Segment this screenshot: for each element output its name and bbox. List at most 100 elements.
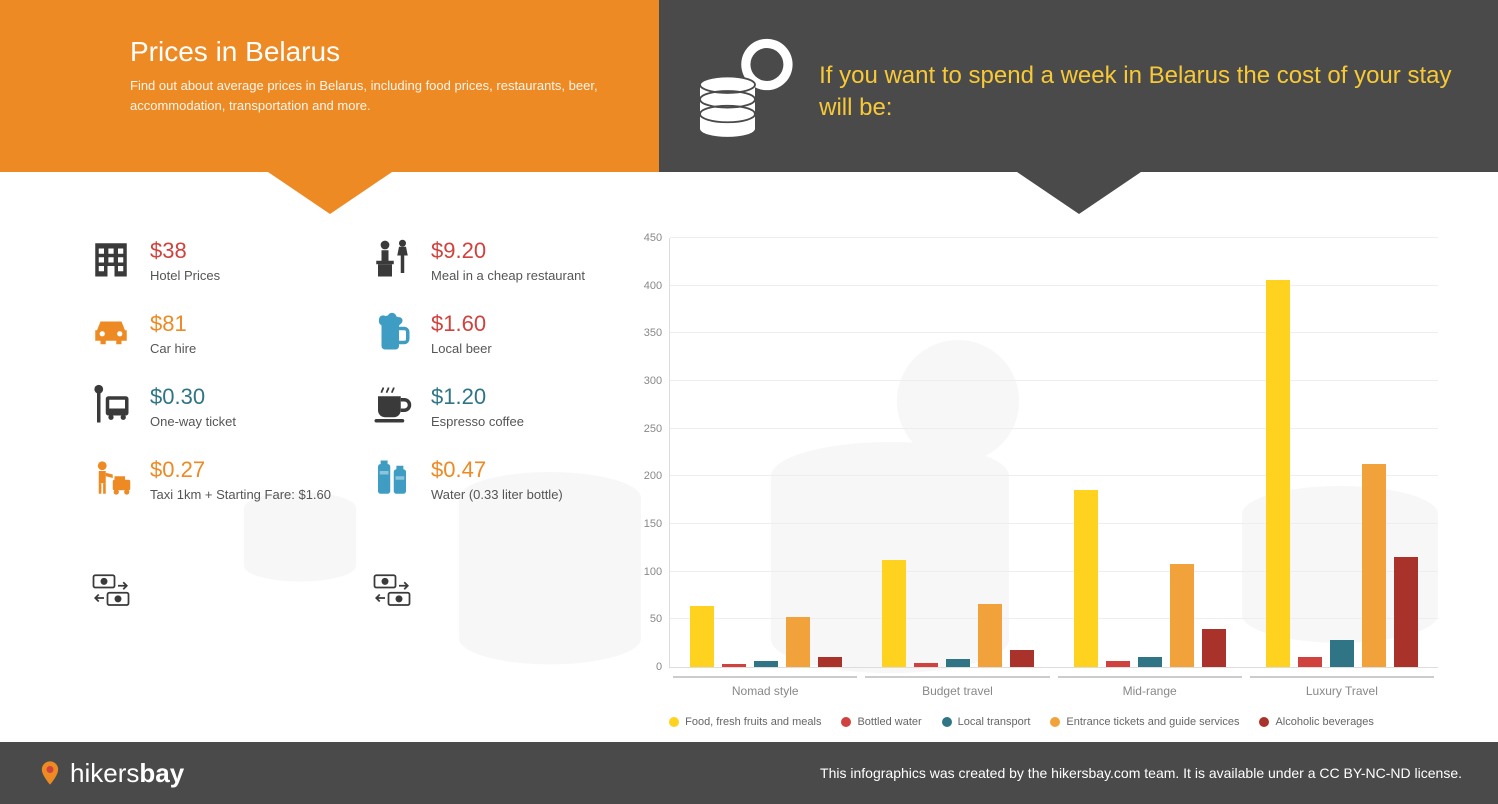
chart-ytick: 400 bbox=[644, 280, 670, 292]
chart-bar bbox=[786, 617, 810, 667]
hotel-icon bbox=[90, 238, 132, 280]
chart-ytick: 450 bbox=[644, 232, 670, 244]
price-col-2: $9.20 Meal in a cheap restaurant $1.60Loc… bbox=[371, 238, 585, 728]
header-right: If you want to spend a week in Belarus t… bbox=[659, 0, 1498, 172]
chart-bar bbox=[690, 606, 714, 667]
footer: hikersbay This infographics was created … bbox=[0, 742, 1498, 804]
price-car: $81 Car hire bbox=[90, 311, 331, 356]
coffee-icon bbox=[371, 384, 413, 426]
chart-groups bbox=[670, 238, 1438, 667]
chart-bar bbox=[754, 661, 778, 667]
car-icon bbox=[90, 311, 132, 353]
legend-swatch bbox=[841, 717, 851, 727]
legend-item: Entrance tickets and guide services bbox=[1050, 716, 1239, 728]
chart-ytick: 250 bbox=[644, 423, 670, 435]
page-subtitle: Find out about average prices in Belarus… bbox=[130, 76, 615, 115]
restaurant-icon bbox=[371, 238, 413, 280]
legend-label: Food, fresh fruits and meals bbox=[685, 716, 821, 728]
chart-group bbox=[670, 238, 862, 667]
legend-item: Food, fresh fruits and meals bbox=[669, 716, 821, 728]
legend-label: Entrance tickets and guide services bbox=[1066, 716, 1239, 728]
chart-bar bbox=[914, 663, 938, 667]
legend-swatch bbox=[1050, 717, 1060, 727]
exchange-icon bbox=[90, 570, 132, 612]
legend-item: Bottled water bbox=[841, 716, 921, 728]
beer-icon bbox=[371, 311, 413, 353]
chart-bar bbox=[1106, 661, 1130, 667]
brand-text-2: bay bbox=[139, 758, 184, 788]
cost-chart: 050100150200250300350400450 Nomad style B… bbox=[669, 238, 1438, 728]
brand-logo: hikersbay bbox=[36, 758, 184, 789]
chart-bar bbox=[882, 560, 906, 667]
exchange-icon-group bbox=[371, 570, 585, 612]
price-label: Hotel Prices bbox=[150, 268, 220, 283]
legend-item: Alcoholic beverages bbox=[1259, 716, 1373, 728]
price-hotel: $38 Hotel Prices bbox=[90, 238, 331, 283]
price-water: $0.47 Water (0.33 liter bottle) bbox=[371, 457, 585, 502]
price-value: $0.47 bbox=[431, 457, 563, 483]
chart-bar bbox=[1010, 650, 1034, 667]
chart-ytick: 100 bbox=[644, 566, 670, 578]
price-beer: $1.60Local beer bbox=[371, 311, 585, 356]
chart-bar bbox=[1170, 564, 1194, 667]
chart-xlabel: Mid-range bbox=[1058, 676, 1242, 698]
brand-text-1: hikers bbox=[70, 758, 139, 788]
chart-bar bbox=[1330, 640, 1354, 667]
price-list: $38 Hotel Prices $81 Car hire $0.30 One-way… bbox=[0, 238, 659, 728]
chart-ytick: 0 bbox=[656, 661, 670, 673]
price-label: Meal in a cheap restaurant bbox=[431, 268, 585, 283]
header-left: Prices in Belarus Find out about average… bbox=[0, 0, 659, 172]
chart-ytick: 300 bbox=[644, 375, 670, 387]
pin-icon bbox=[36, 759, 64, 787]
legend-label: Alcoholic beverages bbox=[1275, 716, 1373, 728]
chart-bar bbox=[818, 657, 842, 668]
chart-bar bbox=[946, 659, 970, 667]
price-value: $81 bbox=[150, 311, 196, 337]
chart-ytick: 200 bbox=[644, 470, 670, 482]
price-meal: $9.20 Meal in a cheap restaurant bbox=[371, 238, 585, 283]
taxi-icon bbox=[90, 457, 132, 499]
legend-label: Bottled water bbox=[857, 716, 921, 728]
price-ticket: $0.30 One-way ticket bbox=[90, 384, 331, 429]
chart-xlabel: Budget travel bbox=[865, 676, 1049, 698]
legend-swatch bbox=[669, 717, 679, 727]
price-value: $9.20 bbox=[431, 238, 585, 264]
chart-bar bbox=[722, 664, 746, 667]
chart-panel: 050100150200250300350400450 Nomad style B… bbox=[659, 238, 1498, 728]
exchange-icon-group bbox=[90, 570, 331, 612]
chart-bar bbox=[1298, 657, 1322, 667]
chart-ytick: 350 bbox=[644, 327, 670, 339]
coins-icon bbox=[689, 37, 799, 147]
price-value: $38 bbox=[150, 238, 220, 264]
price-col-1: $38 Hotel Prices $81 Car hire $0.30 One-way… bbox=[90, 238, 331, 728]
chart-bar bbox=[1394, 557, 1418, 667]
chart-bar bbox=[1138, 657, 1162, 668]
footer-text: This infographics was created by the hik… bbox=[820, 765, 1462, 781]
page-title: Prices in Belarus bbox=[130, 36, 615, 68]
price-coffee: $1.20Espresso coffee bbox=[371, 384, 585, 429]
price-label: Espresso coffee bbox=[431, 414, 524, 429]
price-label: One-way ticket bbox=[150, 414, 236, 429]
price-label: Water (0.33 liter bottle) bbox=[431, 487, 563, 502]
chart-group bbox=[862, 238, 1054, 667]
legend-item: Local transport bbox=[942, 716, 1031, 728]
chart-bar bbox=[1074, 490, 1098, 667]
water-icon bbox=[371, 457, 413, 499]
legend-swatch bbox=[1259, 717, 1269, 727]
price-value: $0.30 bbox=[150, 384, 236, 410]
chart-area: 050100150200250300350400450 bbox=[669, 238, 1438, 668]
price-value: $1.60 bbox=[431, 311, 492, 337]
chart-xlabels: Nomad styleBudget travelMid-rangeLuxury … bbox=[669, 676, 1438, 698]
price-taxi: $0.27 Taxi 1km + Starting Fare: $1.60 bbox=[90, 457, 331, 502]
chart-bar bbox=[1202, 629, 1226, 667]
chart-bar bbox=[978, 604, 1002, 667]
legend-label: Local transport bbox=[958, 716, 1031, 728]
bus-stop-icon bbox=[90, 384, 132, 426]
price-label: Car hire bbox=[150, 341, 196, 356]
chart-xlabel: Nomad style bbox=[673, 676, 857, 698]
content: $38 Hotel Prices $81 Car hire $0.30 One-way… bbox=[0, 172, 1498, 728]
price-label: Taxi 1km + Starting Fare: $1.60 bbox=[150, 487, 331, 502]
price-value: $0.27 bbox=[150, 457, 331, 483]
chart-bar bbox=[1362, 464, 1386, 667]
chart-group bbox=[1054, 238, 1246, 667]
